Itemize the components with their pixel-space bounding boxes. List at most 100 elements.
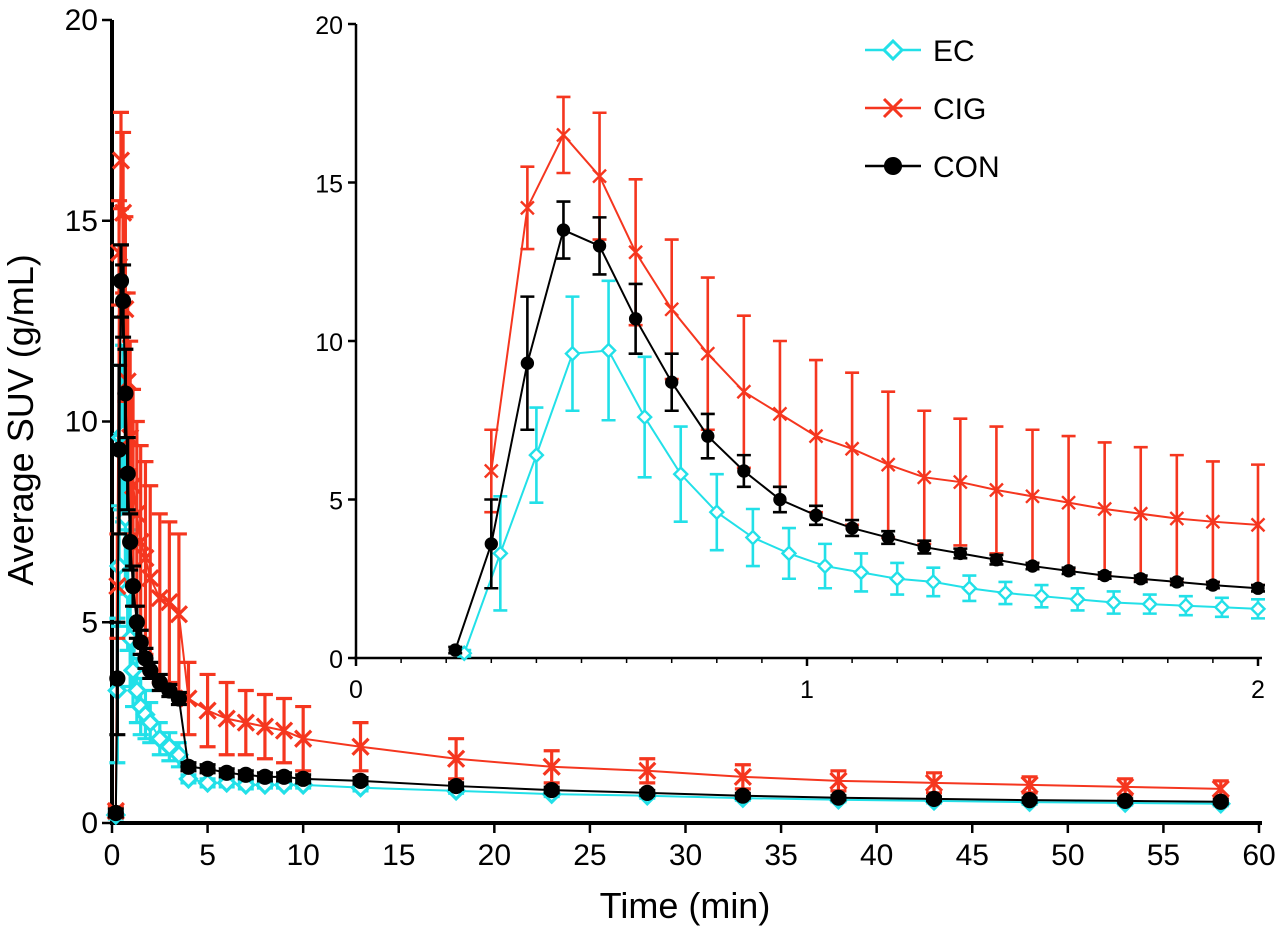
main-con-point bbox=[1212, 793, 1229, 810]
legend-con-point bbox=[883, 156, 903, 176]
main-con-point bbox=[122, 533, 139, 551]
main-cig-point bbox=[294, 729, 313, 748]
main-x-tick-label: 55 bbox=[1147, 839, 1180, 872]
main-ec-point bbox=[168, 744, 190, 766]
main-x-tick-label: 5 bbox=[199, 839, 216, 872]
main-con-point bbox=[110, 441, 128, 458]
main-cig-point bbox=[236, 713, 255, 732]
inset-con-point bbox=[484, 537, 498, 551]
inset-ec-point bbox=[780, 545, 798, 562]
legend-item-cig: CIG bbox=[865, 93, 986, 126]
inset-con-point bbox=[520, 356, 535, 370]
main-cig-point bbox=[255, 717, 275, 736]
main-con-point bbox=[142, 662, 159, 679]
main-cig-point bbox=[160, 593, 179, 612]
main-con-point bbox=[237, 766, 254, 783]
inset-con-point bbox=[1025, 559, 1040, 573]
inset-con-point bbox=[989, 553, 1004, 567]
main-x-tick-label: 30 bbox=[669, 839, 702, 872]
inset-ec-point bbox=[852, 564, 870, 581]
main-cig-point bbox=[542, 757, 561, 776]
main-con-point bbox=[639, 784, 656, 801]
inset-ec-point bbox=[600, 342, 617, 359]
inset-cig-point bbox=[772, 406, 788, 422]
inset-ec-point bbox=[925, 573, 942, 591]
main-con-point bbox=[256, 768, 274, 785]
inset-cig-point bbox=[808, 428, 824, 444]
main-series-con bbox=[107, 243, 1229, 822]
legend-cig-point bbox=[882, 97, 904, 119]
inset-con-point bbox=[809, 508, 823, 523]
inset-x-tick-label: 0 bbox=[349, 676, 363, 704]
inset-cig-line bbox=[490, 133, 1259, 526]
main-x-axis-label: Time (min) bbox=[600, 885, 771, 926]
inset-ec-point bbox=[528, 446, 545, 464]
inset-cig-point bbox=[1169, 511, 1185, 526]
inset-y-tick-label: 0 bbox=[329, 646, 343, 674]
inset-con-point bbox=[1251, 581, 1265, 595]
main-cig-point bbox=[1116, 777, 1135, 796]
legend-label-cig: CIG bbox=[933, 93, 986, 126]
main-cig-point bbox=[1211, 779, 1230, 799]
main-con-point bbox=[543, 781, 560, 799]
main-y-tick-label: 20 bbox=[65, 4, 98, 37]
main-con-point bbox=[124, 578, 142, 595]
inset-cig-point bbox=[989, 482, 1004, 498]
main-cig-point bbox=[924, 773, 944, 792]
inset-ec-point bbox=[997, 584, 1014, 602]
inset-background bbox=[318, 10, 1276, 680]
main-con-point bbox=[180, 758, 197, 775]
main-con-point bbox=[128, 614, 145, 631]
inset-ec-point bbox=[1177, 597, 1195, 614]
main-cig-point bbox=[446, 749, 466, 768]
inset-cig-point bbox=[483, 463, 499, 479]
inset-cig-point bbox=[1250, 517, 1266, 533]
main-y-tick-label: 10 bbox=[65, 406, 98, 439]
main-con-point bbox=[448, 777, 465, 795]
main-con-point bbox=[1117, 792, 1134, 810]
inset-series-con bbox=[448, 200, 1265, 657]
inset-y-tick-label: 15 bbox=[315, 171, 343, 199]
legend-item-ec: EC bbox=[865, 35, 975, 68]
main-cig-point bbox=[733, 767, 752, 786]
main-x-tick-label: 0 bbox=[104, 839, 121, 872]
main-cig-point bbox=[111, 151, 131, 170]
main-cig-point bbox=[1020, 775, 1039, 794]
main-con-point bbox=[295, 770, 312, 787]
main-ec-point bbox=[126, 680, 148, 701]
inset-ec-point bbox=[1249, 600, 1267, 618]
main-x-tick-label: 35 bbox=[764, 839, 797, 872]
main-cig-point bbox=[638, 761, 657, 780]
main-con-point bbox=[925, 790, 943, 808]
inset-y-tick-label: 20 bbox=[315, 12, 343, 40]
main-cig-point bbox=[113, 203, 133, 222]
main-y-tick-label: 15 bbox=[65, 205, 98, 238]
main-cig-point bbox=[141, 568, 160, 588]
main-y-tick-label: 0 bbox=[81, 807, 98, 840]
main-x-tick-label: 50 bbox=[1051, 839, 1084, 872]
main-con-point bbox=[352, 772, 369, 789]
inset-con-point bbox=[448, 643, 462, 657]
main-cig-point bbox=[351, 737, 370, 756]
inset-ec-point bbox=[1141, 595, 1158, 613]
inset-ec-point bbox=[636, 408, 653, 426]
inset-x-tick-label: 1 bbox=[800, 676, 814, 704]
inset-cig-point bbox=[844, 441, 860, 457]
main-ec-point bbox=[139, 712, 161, 733]
main-cig-point bbox=[829, 771, 848, 790]
inset-con-point bbox=[592, 239, 607, 253]
inset-ec-point bbox=[889, 570, 906, 587]
inset-con-point bbox=[1061, 564, 1076, 578]
inset-con-point bbox=[917, 540, 931, 554]
main-con-point bbox=[275, 768, 293, 785]
main-con-point bbox=[734, 787, 751, 804]
inset-cig-point bbox=[592, 168, 607, 184]
main-y-tick-label: 5 bbox=[81, 606, 98, 639]
main-ec-point bbox=[122, 660, 144, 681]
main-con-point bbox=[218, 764, 235, 781]
main-con-point bbox=[109, 670, 126, 687]
inset-ec-point bbox=[708, 503, 725, 521]
